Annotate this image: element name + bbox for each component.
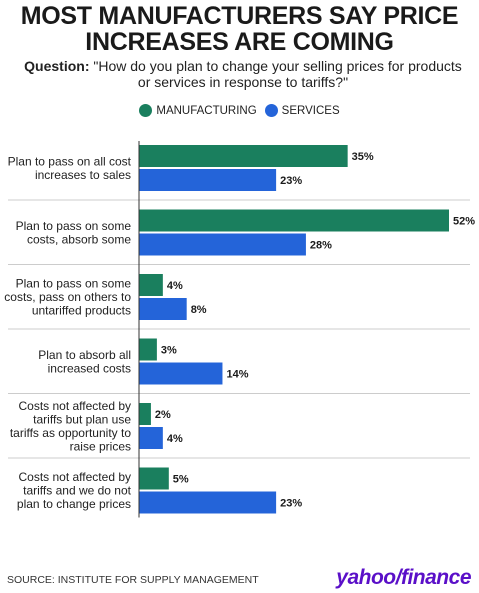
legend-label-manufacturing: MANUFACTURING	[156, 104, 257, 117]
category-label-line: untariffed products	[32, 304, 131, 318]
data-label: 5%	[173, 474, 189, 486]
category-label-line: tariffs as opportunity to	[10, 426, 132, 440]
question-line-1-text: "How do you plan to change your selling …	[93, 58, 462, 74]
category-label-line: tariffs and we do not	[23, 484, 132, 498]
category-label-line: tariffs but plan use	[33, 412, 131, 426]
bar-manufacturing	[139, 338, 157, 361]
title-line-1: MOST MANUFACTURERS SAY PRICE	[20, 2, 459, 30]
category-label-line: plan to change prices	[17, 497, 131, 511]
bar-manufacturing	[139, 209, 449, 232]
category-label: Plan to pass on some costs, absorb some	[16, 219, 132, 247]
category-label-line: increases to sales	[35, 168, 131, 182]
bar-services	[139, 491, 277, 514]
category-label-line: increased costs	[48, 361, 131, 375]
bar-services	[139, 362, 223, 385]
data-label: 4%	[167, 280, 183, 292]
data-label: 14%	[226, 369, 248, 381]
bar-manufacturing	[139, 467, 169, 490]
question-line-2: or services in response to tariffs?"	[137, 74, 349, 90]
category-label-line: Costs not affected by	[18, 399, 131, 413]
category-label: Plan to pass on all cost increases to sal…	[8, 154, 132, 182]
bar-manufacturing	[139, 403, 151, 425]
category-label: Costs not affected by tariffs but plan us…	[10, 399, 132, 454]
bar-services	[139, 298, 187, 320]
data-label: 8%	[191, 304, 207, 316]
data-label: 3%	[161, 345, 177, 357]
chart-title: MOST MANUFACTURERS SAY PRICE INCREASES A…	[0, 3, 479, 55]
legend: MANUFACTURING SERVICES	[0, 104, 479, 117]
brand-logo: yahoo/finance	[336, 566, 471, 589]
category-label-line: costs, pass on others to	[4, 290, 131, 304]
data-label: 28%	[310, 240, 332, 252]
title-line-2: INCREASES ARE COMING	[85, 28, 394, 56]
category-label-line: raise prices	[70, 439, 131, 453]
category-label-line: Plan to pass on some	[16, 277, 132, 291]
category-label: Costs not affected by tariffs and we do n…	[17, 470, 132, 511]
category-label-line: Plan to pass on all cost	[8, 154, 132, 168]
bar-services	[139, 427, 163, 449]
bar-manufacturing	[139, 145, 348, 167]
bar-manufacturing	[139, 274, 163, 296]
source-note: SOURCE: INSTITUTE FOR SUPPLY MANAGEMENT	[7, 574, 259, 586]
data-label: 4%	[167, 433, 183, 445]
data-label: 23%	[280, 498, 302, 510]
category-label-line: Plan to absorb all	[38, 348, 131, 362]
category-label: Plan to absorb all increased costs	[38, 348, 131, 376]
bar-services	[139, 169, 277, 191]
legend-item-manufacturing: MANUFACTURING	[139, 104, 257, 117]
question-text: Question: "How do you plan to change you…	[14, 58, 472, 90]
category-label-line: costs, absorb some	[27, 232, 131, 246]
category-label: Plan to pass on some costs, pass on other…	[4, 277, 131, 318]
bar-services	[139, 233, 306, 256]
legend-label-services: SERVICES	[281, 104, 340, 117]
category-label-line: Plan to pass on some	[16, 219, 132, 233]
legend-item-services: SERVICES	[264, 104, 340, 117]
question-line-1: Question: "How do you plan to change you…	[14, 58, 472, 74]
legend-swatch-services	[264, 104, 278, 117]
data-label: 2%	[155, 409, 171, 421]
data-label: 52%	[453, 216, 475, 228]
category-label-line: Costs not affected by	[18, 470, 131, 484]
question-label: Question:	[24, 58, 90, 74]
data-label: 35%	[352, 151, 374, 163]
legend-swatch-manufacturing	[139, 104, 153, 117]
data-label: 23%	[280, 175, 302, 187]
